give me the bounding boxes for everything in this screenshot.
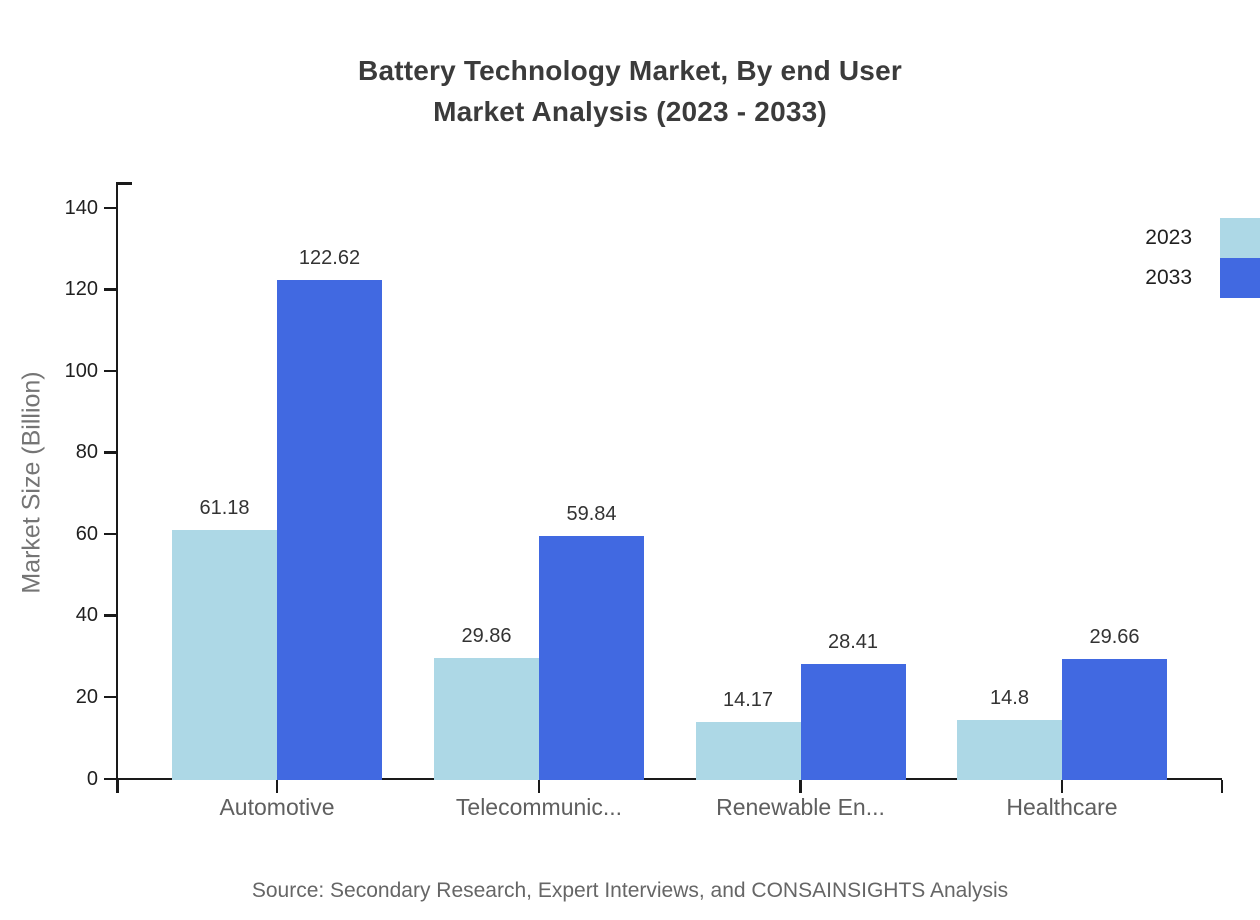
legend-item-2033: 2033 [1145,258,1260,298]
x-axis-line [115,777,1222,780]
legend-swatch-2023-icon [1220,218,1260,258]
bar-2033-0 [277,279,382,780]
bar-value-label: 61.18 [199,497,250,520]
bar-value-label: 59.84 [566,502,617,525]
y-tick-label: 40 [75,604,98,627]
y-tick-label: 100 [64,359,98,382]
source-attribution: Source: Secondary Research, Expert Inter… [251,879,1009,902]
y-axis-top-cap [118,182,132,185]
y-tick-mark [104,369,116,373]
chart-title: Battery Technology Market, By end User M… [0,50,1260,132]
legend-swatch-2033-icon [1220,258,1260,298]
legend-item-2023: 2023 [1145,218,1260,258]
bar-value-label: 29.66 [1089,626,1140,649]
x-tick-mark [116,780,120,793]
y-tick-label: 80 [75,441,98,464]
y-tick-mark [104,614,116,617]
x-category-label: Telecommunic... [455,794,623,820]
y-tick-mark [104,695,116,699]
y-tick-mark [104,206,116,209]
y-axis-line [115,182,118,793]
bar-value-label: 122.62 [298,246,361,269]
bar-value-label: 14.8 [990,686,1029,709]
x-category-label: Healthcare [1006,794,1118,820]
bar-2033-2 [800,664,906,780]
legend-label-2033: 2033 [1145,266,1192,289]
y-tick-label: 120 [64,278,98,301]
bar-2023-1 [434,658,539,780]
x-tick-mark [275,780,279,793]
x-tick-mark [1060,780,1064,793]
bar-value-label: 14.17 [722,689,774,712]
y-tick-label: 60 [75,522,98,545]
bar-2033-3 [1062,659,1167,780]
y-tick-label: 140 [64,196,98,219]
legend-label-2023: 2023 [1145,226,1192,249]
y-tick-mark [104,451,116,454]
y-tick-mark [104,777,116,780]
bar-value-label: 29.86 [461,625,512,648]
bar-2033-1 [539,535,644,780]
legend: 2023 2033 [1145,218,1260,298]
x-tick-mark [799,780,802,793]
x-tick-mark [1220,780,1224,793]
y-tick-mark [104,288,116,291]
chart-title-line2: Market Analysis (2023 - 2033) [433,96,827,127]
bar-2023-2 [695,722,801,780]
bar-value-label: 28.41 [827,631,879,654]
x-category-label: Automotive [219,794,335,820]
x-tick-mark [537,780,541,793]
y-tick-label: 20 [75,685,98,708]
chart-title-line1: Battery Technology Market, By end User [358,55,902,86]
y-tick-mark [104,532,116,536]
bar-2023-3 [957,719,1062,780]
x-category-label: Renewable En... [716,794,885,820]
y-tick-label: 0 [86,767,98,790]
bar-2023-0 [172,530,277,780]
